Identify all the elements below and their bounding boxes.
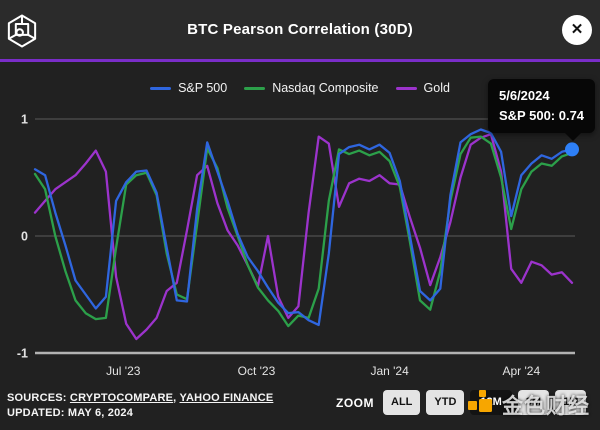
header-bar: BTC Pearson Correlation (30D) ✕ [0, 0, 600, 59]
zoom-label: ZOOM [336, 395, 374, 410]
legend-item-s-p-500[interactable]: S&P 500 [150, 81, 227, 95]
sources-line: SOURCES: CRYPTOCOMPARE, YAHOO FINANCE [7, 392, 273, 404]
end-point-marker[interactable] [565, 142, 579, 157]
y-tick-label--1: -1 [17, 347, 28, 361]
legend-item-gold[interactable]: Gold [395, 81, 450, 95]
tooltip-value: S&P 500: 0.74 [499, 108, 585, 124]
zoom-button-3m[interactable]: 3M [517, 390, 550, 415]
brand-accent-divider [0, 59, 600, 62]
zoom-button-12m[interactable]: 12M [470, 390, 512, 415]
zoom-button-1m[interactable]: 1M [555, 390, 587, 415]
zoom-controls: ZOOM ALL YTD 12M 3M 1M [336, 390, 587, 415]
zoom-button-ytd[interactable]: YTD [426, 390, 465, 415]
legend-swatch-gold [395, 86, 417, 90]
chart-tooltip: 5/6/2024 S&P 500: 0.74 [488, 79, 596, 142]
legend-label-s-p-500: S&P 500 [178, 81, 228, 95]
close-icon: ✕ [570, 21, 584, 38]
updated-line: UPDATED: MAY 6, 2024 [7, 407, 134, 419]
zoom-button-all[interactable]: ALL [383, 390, 421, 415]
zoom-buttons-group: ALL YTD 12M 3M 1M [383, 390, 587, 415]
the-block-logo-icon [6, 14, 38, 48]
x-tick-label-jul-23: Jul '23 [106, 364, 141, 378]
series-line-s-p-500[interactable] [33, 128, 574, 327]
y-tick-label-1: 1 [21, 113, 28, 127]
sources-separator: , [173, 392, 180, 404]
series-line-nasdaq-composite[interactable] [33, 135, 574, 328]
close-button[interactable]: ✕ [562, 15, 592, 45]
page-title: BTC Pearson Correlation (30D) [187, 21, 413, 38]
series-line-gold[interactable] [33, 133, 574, 341]
y-tick-label-0: 0 [21, 230, 28, 244]
sources-prefix: SOURCES: [7, 392, 70, 404]
source-link-yahoo-finance[interactable]: YAHOO FINANCE [179, 392, 274, 404]
legend-swatch-s-p-500 [150, 86, 172, 90]
x-tick-label-jan-24: Jan '24 [370, 364, 409, 378]
legend-item-nasdaq-composite[interactable]: Nasdaq Composite [244, 81, 379, 95]
x-tick-label-oct-23: Oct '23 [238, 364, 276, 378]
legend-swatch-nasdaq-composite [244, 86, 266, 90]
tooltip-date: 5/6/2024 [499, 88, 550, 103]
legend-label-gold: Gold [423, 81, 450, 95]
source-link-cryptocompare[interactable]: CRYPTOCOMPARE [69, 392, 174, 404]
chart-legend: S&P 500 Nasdaq Composite Gold [0, 81, 600, 95]
x-tick-label-apr-24: Apr '24 [503, 364, 541, 378]
legend-label-nasdaq-composite: Nasdaq Composite [272, 81, 379, 95]
